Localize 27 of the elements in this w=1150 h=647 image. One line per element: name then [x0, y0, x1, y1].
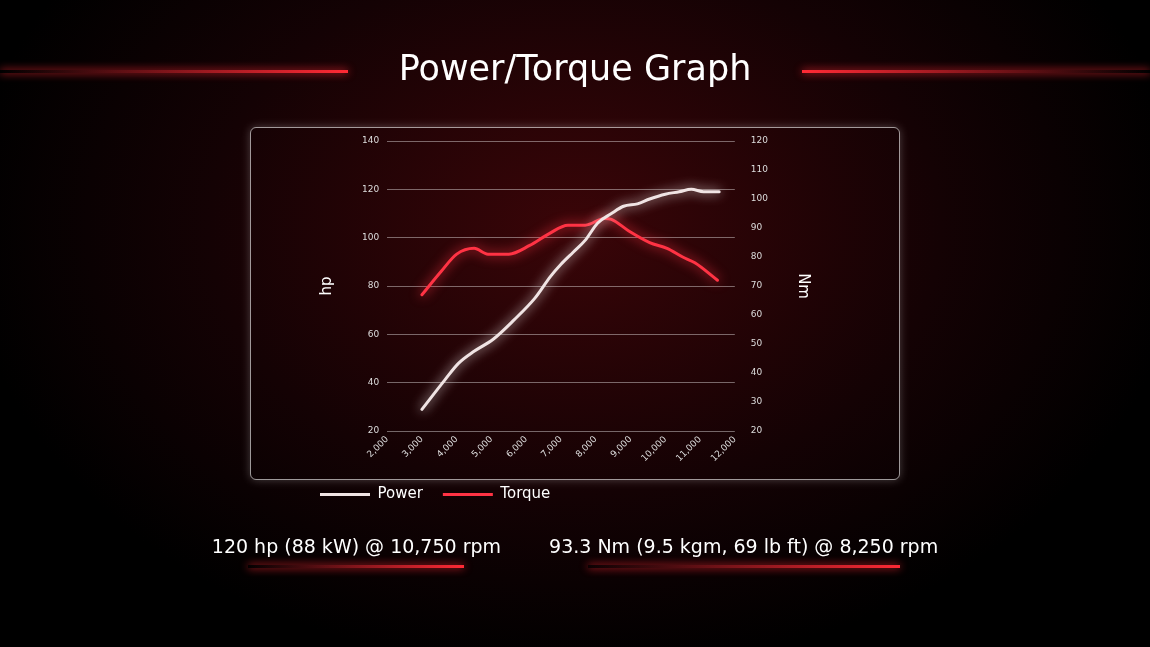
- chart-title: Power/Torque Graph: [397, 48, 753, 88]
- y-tick-label: 20: [367, 425, 380, 436]
- legend-label: Power: [377, 484, 424, 503]
- y2-axis-title: Nm: [795, 273, 814, 299]
- text: 120 hp (88 kW) @ 10,750 rpm: [211, 535, 502, 557]
- y-tick-label: 140: [361, 135, 380, 146]
- y-tick-label: 60: [367, 328, 380, 339]
- y2-tick-label: 120: [750, 135, 769, 146]
- legend-label: Torque: [499, 484, 551, 503]
- y-tick-label: 100: [361, 232, 380, 243]
- y-tick-label: 40: [367, 377, 380, 388]
- y2-tick-label: 30: [750, 396, 763, 407]
- line-series: [420, 187, 721, 411]
- y2-tick-label: 80: [750, 251, 763, 262]
- y-tick-label: 120: [361, 183, 380, 194]
- y-axis-title: hp: [316, 276, 335, 296]
- y2-tick-label: 90: [750, 222, 763, 233]
- y2-tick-label: 40: [750, 367, 763, 378]
- y-tick-label: 80: [367, 280, 380, 291]
- y2-tick-label: 20: [750, 425, 763, 436]
- y2-tick-label: 70: [750, 280, 763, 291]
- y2-tick-label: 50: [750, 338, 763, 349]
- y2-tick-label: 60: [750, 309, 763, 320]
- y2-tick-label: 110: [750, 164, 769, 175]
- y2-tick-label: 100: [750, 193, 769, 204]
- line-series: [420, 216, 719, 297]
- text: 93.3 Nm (9.5 kgm, 69 lb ft) @ 8,250 rpm: [549, 535, 939, 557]
